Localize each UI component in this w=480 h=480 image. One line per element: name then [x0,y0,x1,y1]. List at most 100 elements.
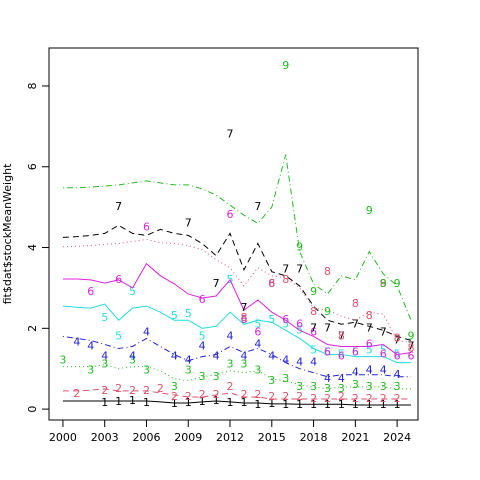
observed-marker: 4 [213,350,220,363]
observed-marker: 9 [296,241,303,254]
observed-marker: 2 [296,390,303,403]
observed-marker: 9 [366,204,373,217]
observed-marker: 3 [366,380,373,393]
observed-marker: 4 [394,368,401,381]
observed-marker: 3 [143,364,150,377]
observed-marker: 8 [324,265,331,278]
observed-marker: 2 [282,390,289,403]
observed-marker: 4 [310,356,317,369]
observed-marker: 2 [366,392,373,405]
y-tick-label: 8 [26,82,39,89]
observed-marker: 3 [227,358,234,371]
observed-marker: 5 [324,346,331,359]
x-tick-label: 2000 [49,431,77,444]
observed-marker: 8 [380,277,387,290]
observed-marker: 1 [296,398,303,411]
series-line [62,303,412,364]
observed-marker: 6 [268,277,275,290]
observed-marker: 5 [240,313,247,326]
observed-marker: 8 [310,305,317,318]
observed-marker: 7 [338,329,345,342]
series-line [62,400,412,406]
observed-marker: 1 [282,398,289,411]
observed-marker: 4 [199,339,206,352]
observed-marker: 6 [338,350,345,363]
observed-marker: 5 [366,344,373,357]
observed-marker: 8 [408,342,415,355]
observed-marker: 6 [366,337,373,350]
observed-marker: 4 [129,350,136,363]
observed-marker: 5 [115,329,122,342]
observed-marker: 1 [254,398,261,411]
observed-marker: 4 [366,364,373,377]
observed-marker: 1 [338,398,345,411]
plot-box [48,47,419,421]
observed-marker: 1 [268,397,275,410]
observed-marker: 6 [352,346,359,359]
y-tick-label: 6 [26,163,39,170]
observed-marker: 2 [213,388,220,401]
observed-marker: 4 [254,337,261,350]
observed-marker: 3 [254,364,261,377]
observed-marker: 2 [394,392,401,405]
observed-marker: 6 [115,273,122,286]
observed-marker: 5 [338,348,345,361]
series-line [62,224,412,341]
observed-marker: 3 [240,358,247,371]
observed-marker: 1 [129,394,136,407]
observed-marker: 7 [408,339,415,352]
observed-marker: 2 [73,387,80,400]
observed-marker: 3 [394,380,401,393]
observed-marker: 9 [282,59,289,72]
observed-marker: 2 [268,390,275,403]
observed-marker: 1 [352,398,359,411]
observed-marker: 3 [213,370,220,383]
y-axis-label: fit$dat$stockMeanWeight [1,163,14,304]
y-tick-label: 2 [26,325,39,332]
observed-marker: 4 [352,366,359,379]
observed-marker: 6 [254,325,261,338]
observed-marker: 4 [101,350,108,363]
observed-marker: 2 [115,382,122,395]
observed-marker: 1 [143,396,150,409]
observed-marker: 8 [366,309,373,322]
observed-marker: 1 [310,398,317,411]
observed-marker: 2 [143,384,150,397]
observed-marker: 7 [352,317,359,330]
observed-marker: 7 [185,216,192,229]
x-tick-label: 2012 [216,431,244,444]
observed-marker: 7 [227,127,234,140]
x-tick-label: 2003 [91,431,119,444]
observed-marker: 2 [101,384,108,397]
series-line [62,335,412,378]
observed-marker: 2 [254,388,261,401]
observed-marker: 3 [129,354,136,367]
series-line [62,262,412,356]
observed-marker: 3 [59,354,66,367]
observed-marker: 6 [240,313,247,326]
observed-marker: 4 [282,354,289,367]
observed-marker: 6 [394,350,401,363]
observed-marker: 7 [394,333,401,346]
observed-marker: 8 [268,277,275,290]
observed-marker: 3 [296,380,303,393]
observed-marker: 1 [185,396,192,409]
observed-marker: 2 [310,392,317,405]
observed-marker: 3 [352,378,359,391]
observed-marker: 2 [185,390,192,403]
observed-marker: 9 [324,305,331,318]
observed-marker: 5 [268,313,275,326]
observed-marker: 2 [338,390,345,403]
observed-marker: 6 [310,325,317,338]
observed-marker: 2 [380,392,387,405]
observed-marker: 6 [296,317,303,330]
observed-marker: 4 [73,335,80,348]
observed-marker: 2 [352,392,359,405]
observed-marker: 6 [143,220,150,233]
observed-marker: 9 [380,277,387,290]
observed-marker: 5 [129,285,136,298]
observed-marker: 3 [101,358,108,371]
observed-marker: 4 [185,354,192,367]
observed-marker: 8 [338,329,345,342]
observed-marker: 4 [143,325,150,338]
